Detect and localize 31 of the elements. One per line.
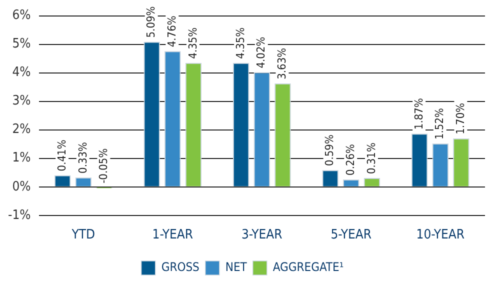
x-tick-label: 10-YEAR (416, 228, 464, 243)
data-label: 4.76% (166, 16, 178, 48)
data-label: 0.33% (76, 142, 90, 174)
x-tick-label: 3-YEAR (241, 228, 282, 243)
y-tick-label: 5% (12, 36, 31, 52)
y-tick-label: 1% (12, 150, 31, 166)
data-label: 5.09% (144, 6, 158, 38)
data-label: 0.41% (55, 140, 68, 172)
y-tick-label: 4% (12, 65, 31, 80)
data-label: 4.35% (186, 27, 200, 59)
data-label: 1.70% (454, 102, 468, 134)
data-label: 4.35% (234, 27, 247, 59)
legend-label: GROSS (161, 260, 200, 274)
data-label: 0.26% (344, 144, 357, 176)
data-label: 1.87% (412, 98, 426, 130)
y-tick-label: 2% (12, 122, 31, 138)
x-tick-label: 1-YEAR (152, 228, 194, 243)
legend-label: AGGREGATE¹ (272, 260, 344, 274)
data-label: 0.31% (364, 142, 378, 174)
x-tick-label: 5-YEAR (330, 228, 372, 243)
legend-label: NET (225, 260, 248, 274)
x-tick-label: YTD (70, 228, 96, 243)
data-label: 3.63% (276, 48, 289, 80)
data-label: 1.52% (433, 108, 446, 140)
data-label: 4.02% (254, 36, 268, 68)
data-label: 0.59% (323, 134, 336, 166)
y-tick-label: 6% (12, 8, 31, 24)
y-tick-label: 3% (12, 94, 31, 109)
data-label: -0.05% (97, 148, 110, 184)
y-tick-label: -1% (8, 208, 31, 223)
y-tick-label: 0% (12, 179, 31, 194)
